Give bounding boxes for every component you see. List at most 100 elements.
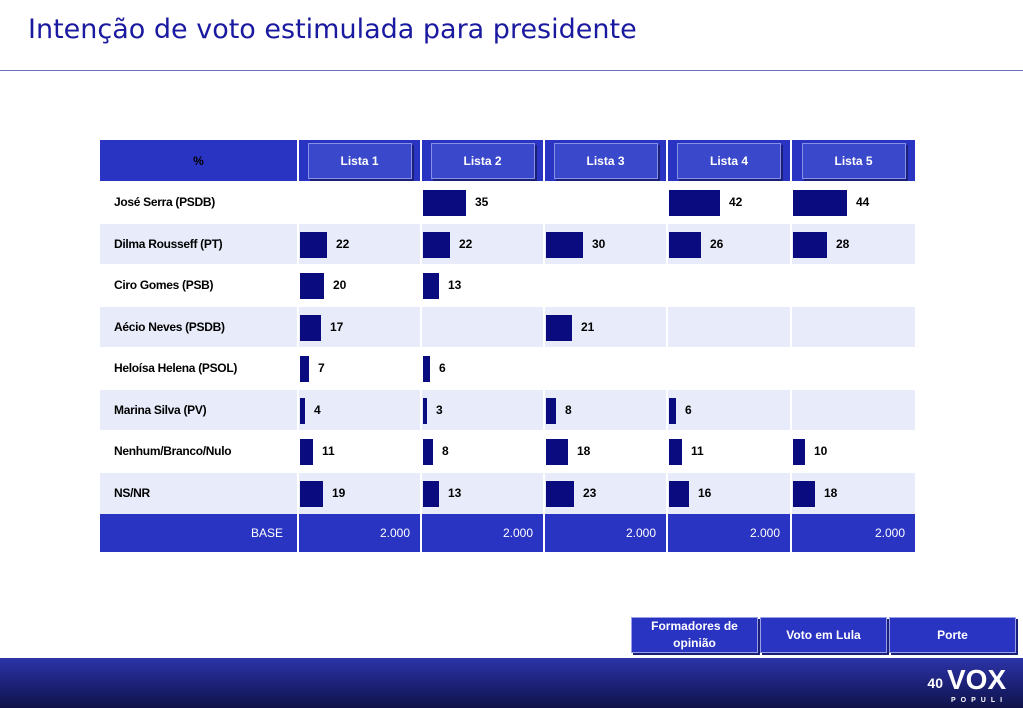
bar xyxy=(793,231,827,258)
lista-5-button[interactable]: Lista 5 xyxy=(801,142,906,179)
table-row: Nenhum/Branco/Nulo 11 8 18 11 10 xyxy=(100,430,915,472)
value-cell xyxy=(543,264,667,306)
bar-value-label: 10 xyxy=(814,444,828,458)
logo-text: VOX xyxy=(947,664,1006,695)
value-cell: 26 xyxy=(666,222,791,265)
bar xyxy=(300,356,309,382)
value-cell xyxy=(666,347,791,389)
value-cell: 22 xyxy=(297,222,421,265)
title-divider xyxy=(0,70,1023,71)
voto-em-lula-button[interactable]: Voto em Lula xyxy=(760,617,887,653)
bar xyxy=(793,439,805,465)
bar-value-label: 22 xyxy=(459,236,473,251)
value-cell: 19 xyxy=(297,471,421,514)
bar xyxy=(300,273,324,299)
value-cell: 28 xyxy=(790,222,915,265)
bar xyxy=(669,231,701,258)
value-cell xyxy=(666,264,791,306)
value-cell: 18 xyxy=(790,471,915,514)
bar xyxy=(669,397,676,424)
value-cell: 3 xyxy=(420,388,544,431)
footer-bar xyxy=(0,658,1023,708)
table-row: Dilma Rousseff (PT) 22 22 30 26 28 xyxy=(100,222,915,265)
value-cell: 13 xyxy=(420,471,544,514)
bar xyxy=(793,190,847,216)
value-cell xyxy=(790,264,915,306)
value-cell: 10 xyxy=(790,430,915,472)
bar-value-label: 26 xyxy=(710,236,724,251)
bar-value-label: 8 xyxy=(565,402,572,417)
base-value: 2.000 xyxy=(666,513,791,552)
bar xyxy=(300,439,313,465)
bar-value-label: 18 xyxy=(824,485,838,500)
header-col-lista-1: Lista 1 xyxy=(297,140,421,182)
base-value: 2.000 xyxy=(420,513,544,552)
bar-value-label: 11 xyxy=(691,444,704,458)
header-col-lista-3: Lista 3 xyxy=(543,140,667,182)
candidate-label: Aécio Neves (PSDB) xyxy=(100,305,298,348)
candidate-label: Ciro Gomes (PSB) xyxy=(100,264,298,306)
bar xyxy=(546,439,568,465)
lista-4-button[interactable]: Lista 4 xyxy=(677,142,781,179)
base-value: 2.000 xyxy=(543,513,667,552)
vote-intention-table: % Lista 1 Lista 2 Lista 3 Lista 4 Lista 5 Jo… xyxy=(100,140,915,552)
bar-value-label: 4 xyxy=(314,402,321,417)
base-row: BASE 2.000 2.000 2.000 2.000 2.000 xyxy=(100,513,915,552)
value-cell xyxy=(790,305,915,348)
value-cell: 18 xyxy=(543,430,667,472)
bar xyxy=(423,273,439,299)
bar-value-label: 28 xyxy=(836,236,850,251)
vox-populi-logo: VOX POPULI xyxy=(947,664,1006,704)
value-cell: 42 xyxy=(666,181,791,223)
table-row: Aécio Neves (PSDB) 17 21 xyxy=(100,305,915,348)
bar xyxy=(546,314,572,341)
value-cell xyxy=(790,347,915,389)
bar xyxy=(546,480,574,507)
table-row: Marina Silva (PV) 4 3 8 6 xyxy=(100,388,915,431)
bar-value-label: 16 xyxy=(698,485,712,500)
header-col-lista-2: Lista 2 xyxy=(420,140,544,182)
value-cell xyxy=(790,388,915,431)
value-cell: 6 xyxy=(420,347,544,389)
value-cell xyxy=(543,181,667,223)
value-cell: 20 xyxy=(297,264,421,306)
bar-value-label: 42 xyxy=(729,195,743,209)
bar-value-label: 17 xyxy=(330,319,344,334)
candidate-label: Marina Silva (PV) xyxy=(100,388,298,431)
value-cell: 30 xyxy=(543,222,667,265)
bar xyxy=(423,397,427,424)
value-cell: 11 xyxy=(297,430,421,472)
table-row: Heloísa Helena (PSOL) 7 6 xyxy=(100,347,915,389)
bar-value-label: 23 xyxy=(583,485,597,500)
bar xyxy=(793,480,815,507)
candidate-label: Dilma Rousseff (PT) xyxy=(100,222,298,265)
lista-2-button[interactable]: Lista 2 xyxy=(430,142,535,179)
bar-value-label: 8 xyxy=(442,444,449,458)
value-cell xyxy=(297,181,421,223)
candidate-label: Nenhum/Branco/Nulo xyxy=(100,430,298,472)
lista-1-button[interactable]: Lista 1 xyxy=(307,142,412,179)
bar-value-label: 7 xyxy=(318,361,325,375)
value-cell: 21 xyxy=(543,305,667,348)
lista-3-button[interactable]: Lista 3 xyxy=(553,142,658,179)
bar-value-label: 30 xyxy=(592,236,606,251)
table-row: NS/NR 19 13 23 16 18 xyxy=(100,471,915,514)
bar xyxy=(669,190,720,216)
porte-button[interactable]: Porte xyxy=(889,617,1016,653)
bar-value-label: 18 xyxy=(577,444,591,458)
bar xyxy=(300,314,321,341)
page-number: 40 xyxy=(927,675,943,691)
bar xyxy=(423,356,430,382)
bar-value-label: 3 xyxy=(436,402,443,417)
value-cell xyxy=(543,347,667,389)
table-row: Ciro Gomes (PSB) 20 13 xyxy=(100,264,915,306)
bar-value-label: 6 xyxy=(439,361,446,375)
value-cell xyxy=(666,305,791,348)
bar xyxy=(546,231,583,258)
bar-value-label: 22 xyxy=(336,236,350,251)
bar xyxy=(423,439,433,465)
value-cell: 35 xyxy=(420,181,544,223)
bar-value-label: 20 xyxy=(333,278,347,292)
formadores-de-opiniao-button[interactable]: Formadores de opinião xyxy=(631,617,758,653)
base-value: 2.000 xyxy=(297,513,421,552)
